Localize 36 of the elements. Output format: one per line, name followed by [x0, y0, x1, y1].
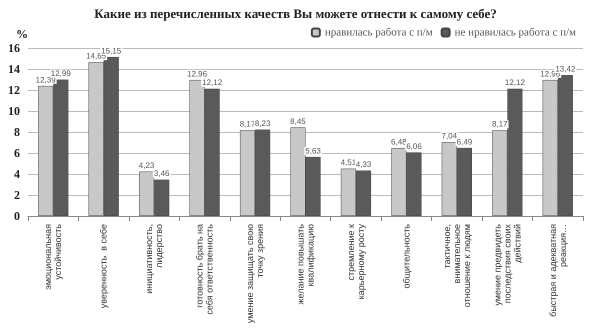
data-label: 12,12 [202, 78, 223, 88]
legend-label: не нравилась работа с п/м [454, 26, 576, 38]
data-label: 12,39 [36, 75, 56, 84]
data-label: 7,04 [442, 132, 458, 141]
data-label: 15,15 [101, 46, 122, 56]
y-axis-title: % [16, 27, 28, 41]
chart-title: Какие из перечисленных качеств Вы можете отнести к самому себе? [94, 6, 497, 21]
data-label: 6,06 [406, 142, 422, 151]
y-tick-label: 14 [8, 62, 20, 76]
y-tick-label: 0 [14, 209, 20, 223]
y-tick-label: 12 [8, 83, 20, 97]
data-label: 8,23 [254, 119, 271, 128]
data-label: 8,45 [290, 116, 306, 126]
data-label: 3,46 [154, 169, 170, 178]
y-tick-label: 10 [8, 104, 20, 118]
y-tick-label: 8 [14, 125, 20, 139]
x-tick-label: общительность [401, 224, 412, 289]
y-tick-label: 6 [14, 146, 20, 160]
data-label: 12,12 [504, 78, 526, 88]
x-tick-label: быстрая и адекватная реакция… [548, 224, 568, 317]
legend-label: нравилась работа с п/м [324, 26, 433, 38]
x-tick-label: эмоциональная устойчивость [43, 224, 64, 290]
data-label: 12,99 [50, 69, 72, 78]
data-label: 5,63 [305, 146, 322, 156]
x-tick-label: уверенность в себе [98, 224, 109, 308]
data-label: 4,33 [356, 160, 372, 170]
data-label: 4,51 [340, 158, 357, 168]
y-tick-label: 2 [14, 188, 20, 202]
y-tick-label: 16 [8, 41, 20, 55]
y-tick-label: 4 [14, 167, 20, 181]
data-label: 8,17 [492, 120, 508, 129]
x-tick-label: инициативность, лидерство [144, 224, 164, 294]
data-label: 4,23 [138, 161, 155, 170]
data-label: 6,48 [391, 137, 408, 146]
data-label: 12,96 [187, 69, 208, 78]
data-label: 6,49 [456, 137, 473, 146]
